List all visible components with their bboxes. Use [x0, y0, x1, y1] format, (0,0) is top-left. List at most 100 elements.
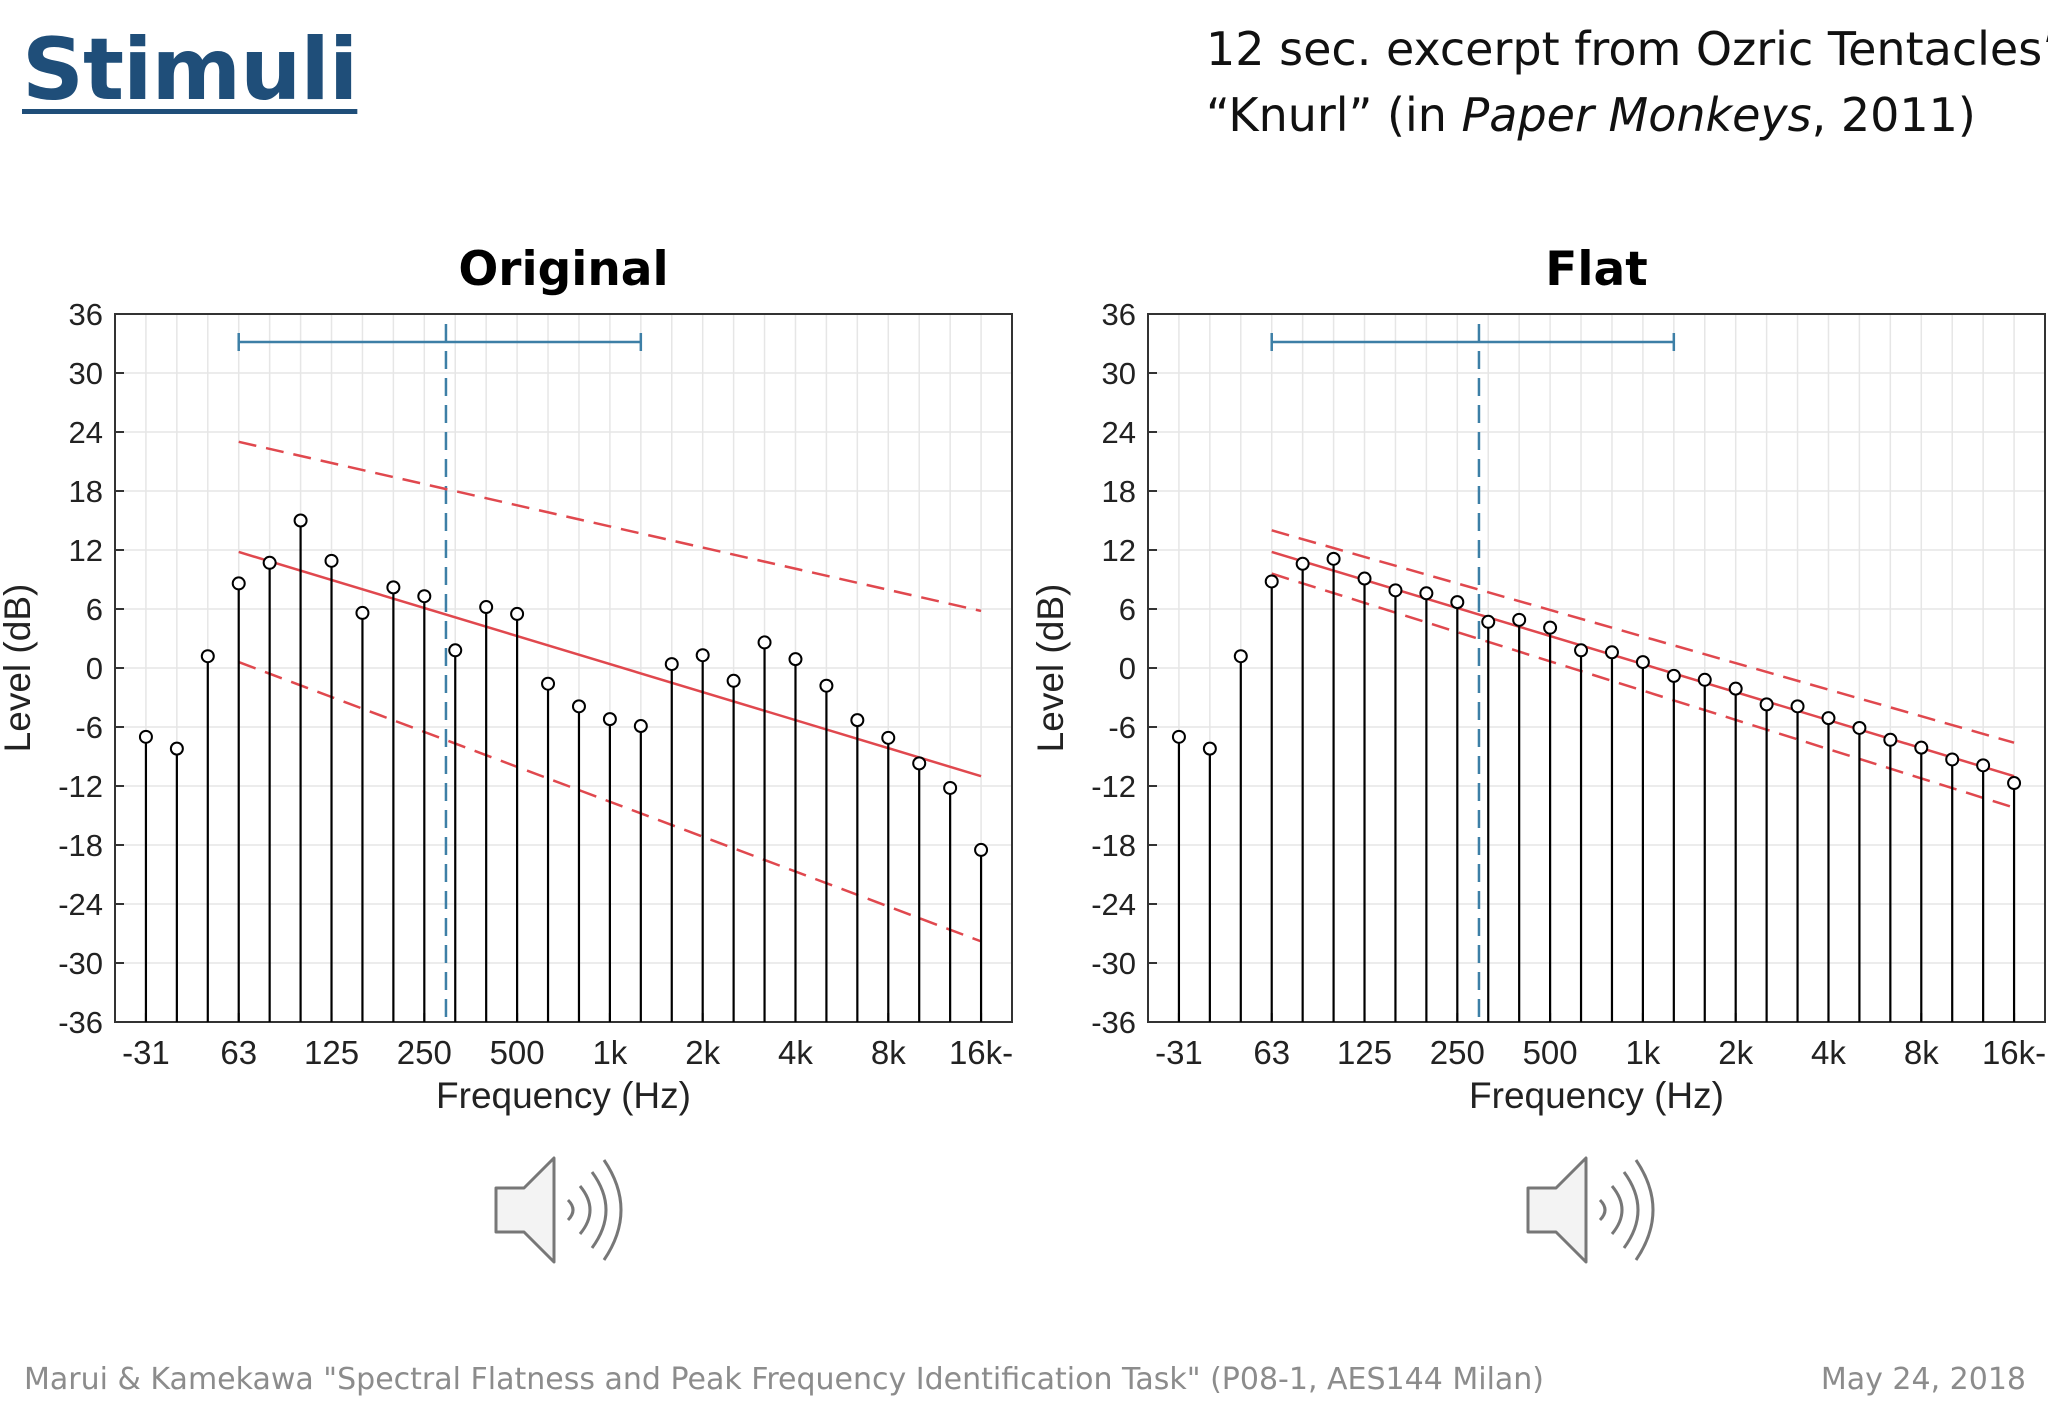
stem-marker	[664, 657, 679, 672]
stem-marker	[974, 842, 989, 857]
axes-frame	[1147, 313, 2046, 1023]
x-tick-label: 500	[490, 1034, 545, 1071]
stem-marker	[1821, 711, 1836, 726]
y-tick-label: 0	[1119, 651, 1136, 686]
stem-marker	[293, 513, 308, 528]
footer-citation: Marui & Kamekawa "Spectral Flatness and …	[24, 1362, 1545, 1397]
y-tick-label: 36	[69, 297, 103, 332]
stem-marker	[1976, 758, 1991, 773]
y-tick-label: 18	[69, 474, 103, 509]
x-tick-label: 125	[1337, 1034, 1392, 1071]
y-tick-label: 6	[86, 592, 103, 627]
x-tick-label: 250	[1430, 1034, 1485, 1071]
stem-marker	[1326, 551, 1341, 566]
stem-marker	[912, 756, 927, 771]
y-tick-label: -30	[1091, 946, 1136, 981]
stem-marker	[1635, 655, 1650, 670]
x-tick-label: -31	[122, 1034, 170, 1071]
stem-marker	[262, 555, 277, 570]
stem-marker	[417, 589, 432, 604]
stem-marker	[1171, 729, 1186, 744]
stem-marker	[541, 676, 556, 691]
x-tick-label: 2k	[1718, 1034, 1753, 1071]
y-tick-label: 0	[86, 651, 103, 686]
stem-marker	[231, 576, 246, 591]
speaker-icon[interactable]	[488, 1150, 638, 1270]
y-tick-label: 12	[69, 533, 103, 568]
stem-marker	[1852, 720, 1867, 735]
stem-marker	[633, 719, 648, 734]
y-tick-label: -24	[1091, 887, 1136, 922]
axes-frame	[114, 313, 1013, 1023]
stem-marker	[1697, 672, 1712, 687]
y-tick-label: 18	[1102, 474, 1136, 509]
x-tick-label: 500	[1523, 1034, 1578, 1071]
subtitle-line-2: “Knurl” (in Paper Monkeys, 2011)	[1206, 82, 2026, 148]
stem-marker	[324, 553, 339, 568]
stem-marker	[355, 605, 370, 620]
stem-marker	[819, 678, 834, 693]
x-axis-label: Frequency (Hz)	[436, 1075, 691, 1116]
stem-marker	[1233, 649, 1248, 664]
stem-marker	[200, 649, 215, 664]
stem-marker	[169, 741, 184, 756]
stem-marker	[1543, 620, 1558, 635]
stem-marker	[1914, 740, 1929, 755]
x-tick-label: 8k	[871, 1034, 906, 1071]
y-tick-label: -18	[58, 828, 103, 863]
stem-marker	[757, 635, 772, 650]
x-tick-label: 4k	[778, 1034, 813, 1071]
slide-title: Stimuli	[22, 20, 358, 120]
stem-marker	[1357, 571, 1372, 586]
stem-marker	[479, 600, 494, 615]
charts-area: 36 30 24 18 12 6 0 -6 -12 -18 -24 -30 -36 -31 63 125 250…	[0, 242, 2046, 1116]
y-axis-label: Level (dB)	[0, 584, 38, 753]
x-tick-label: 1k	[592, 1034, 627, 1071]
stem-marker	[1295, 556, 1310, 571]
x-axis-label: Frequency (Hz)	[1469, 1075, 1724, 1116]
x-tick-label: 1k	[1625, 1034, 1660, 1071]
stem-marker	[1512, 612, 1527, 627]
upper-bound-line	[238, 440, 982, 613]
chart-title: Original	[458, 242, 668, 297]
stem-marker	[1574, 643, 1589, 658]
stem-marker	[695, 648, 710, 663]
stem-marker	[1604, 645, 1619, 660]
upper-bound-line	[1271, 529, 2015, 744]
subtitle-line-1: 12 sec. excerpt from Ozric Tentacles’	[1206, 22, 2048, 76]
stem-marker	[1202, 741, 1217, 756]
x-tick-label: 16k-	[1982, 1034, 2046, 1071]
stem-marker	[1945, 752, 1960, 767]
slide-subtitle: 12 sec. excerpt from Ozric Tentacles’ “K…	[1206, 16, 2048, 148]
x-tick-label: 16k-	[949, 1034, 1013, 1071]
subtitle-text: “Knurl” (in	[1206, 88, 1462, 142]
y-tick-label: 12	[1102, 533, 1136, 568]
y-tick-label: -6	[1108, 710, 1136, 745]
x-tick-label: 125	[304, 1034, 359, 1071]
y-tick-label: -30	[58, 946, 103, 981]
chart-title: Flat	[1545, 242, 1647, 297]
stem-marker	[138, 729, 153, 744]
stem-marker	[2007, 776, 2022, 791]
speaker-icon[interactable]	[1520, 1150, 1670, 1270]
stem-marker	[510, 606, 525, 621]
stem-marker	[881, 730, 896, 745]
x-tick-label: 8k	[1904, 1034, 1939, 1071]
y-tick-label: 30	[1102, 356, 1136, 391]
stem-marker	[386, 580, 401, 595]
x-tick-label: 2k	[685, 1034, 720, 1071]
x-tick-label: -31	[1155, 1034, 1203, 1071]
stem-marker	[943, 780, 958, 795]
stem-marker	[1728, 681, 1743, 696]
stem-marker	[788, 652, 803, 667]
x-tick-label: 250	[397, 1034, 452, 1071]
stem-marker	[726, 673, 741, 688]
stem-marker	[1419, 586, 1434, 601]
stem-marker	[1481, 614, 1496, 629]
stem-marker	[1450, 595, 1465, 610]
y-tick-label: 6	[1119, 592, 1136, 627]
stem-marker	[1759, 697, 1774, 712]
subtitle-text: , 2011)	[1811, 88, 1976, 142]
y-tick-label: 24	[69, 415, 103, 450]
chart-original: 36 30 24 18 12 6 0 -6 -12 -18 -24 -30 -36 -31 63 125 250…	[0, 242, 1013, 1116]
